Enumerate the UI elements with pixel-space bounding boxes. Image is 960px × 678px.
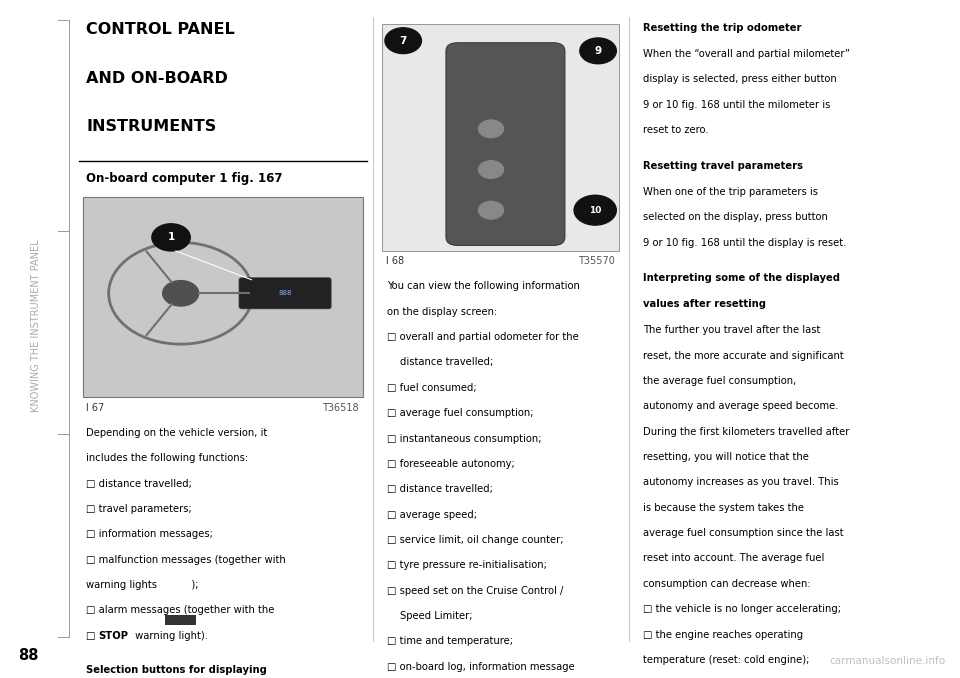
Text: carmanualsonline.info: carmanualsonline.info (829, 656, 946, 666)
Circle shape (478, 201, 504, 219)
Text: 9: 9 (594, 46, 602, 56)
Text: autonomy and average speed become.: autonomy and average speed become. (643, 401, 839, 412)
Text: □ malfunction messages (together with: □ malfunction messages (together with (86, 555, 286, 565)
FancyBboxPatch shape (239, 278, 331, 309)
Text: T36518: T36518 (323, 403, 359, 413)
Text: On-board computer 1 fig. 167: On-board computer 1 fig. 167 (86, 172, 283, 184)
Text: reset into account. The average fuel: reset into account. The average fuel (643, 553, 825, 563)
Text: temperature (reset: cold engine);: temperature (reset: cold engine); (643, 655, 809, 665)
Text: resetting, you will notice that the: resetting, you will notice that the (643, 452, 809, 462)
FancyBboxPatch shape (165, 614, 196, 624)
Text: STOP: STOP (98, 631, 128, 641)
FancyBboxPatch shape (382, 24, 619, 251)
Text: selected on the display, press button: selected on the display, press button (643, 212, 828, 222)
Circle shape (574, 195, 616, 225)
Text: warning lights           );: warning lights ); (86, 580, 199, 590)
Text: □ instantaneous consumption;: □ instantaneous consumption; (387, 433, 541, 443)
Text: □ information messages;: □ information messages; (86, 530, 213, 539)
Text: 9 or 10 fig. 168 until the display is reset.: 9 or 10 fig. 168 until the display is re… (643, 237, 847, 247)
Text: □ alarm messages (together with the: □ alarm messages (together with the (86, 605, 275, 616)
Text: is because the system takes the: is because the system takes the (643, 503, 804, 513)
Text: autonomy increases as you travel. This: autonomy increases as you travel. This (643, 477, 839, 487)
Text: display is selected, press either button: display is selected, press either button (643, 75, 837, 84)
Text: 9 or 10 fig. 168 until the milometer is: 9 or 10 fig. 168 until the milometer is (643, 100, 830, 110)
Text: INSTRUMENTS: INSTRUMENTS (86, 119, 217, 134)
Text: □ the engine reaches operating: □ the engine reaches operating (643, 630, 804, 639)
Text: You can view the following information: You can view the following information (387, 281, 580, 292)
Text: □ average fuel consumption;: □ average fuel consumption; (387, 408, 534, 418)
Text: □ speed set on the Cruise Control /: □ speed set on the Cruise Control / (387, 586, 564, 596)
FancyBboxPatch shape (446, 43, 565, 245)
Text: □ on-board log, information message: □ on-board log, information message (387, 662, 575, 672)
Text: KNOWING THE INSTRUMENT PANEL: KNOWING THE INSTRUMENT PANEL (32, 239, 41, 412)
Text: □ distance travelled;: □ distance travelled; (86, 479, 192, 489)
Text: During the first kilometers travelled after: During the first kilometers travelled af… (643, 426, 850, 437)
Text: Resetting travel parameters: Resetting travel parameters (643, 161, 804, 171)
Text: distance travelled;: distance travelled; (400, 357, 493, 367)
Text: reset, the more accurate and significant: reset, the more accurate and significant (643, 351, 844, 361)
Text: □ service limit, oil change counter;: □ service limit, oil change counter; (387, 535, 564, 545)
Circle shape (162, 281, 199, 306)
Text: values after resetting: values after resetting (643, 299, 766, 309)
Text: □ the vehicle is no longer accelerating;: □ the vehicle is no longer accelerating; (643, 604, 841, 614)
Text: 888: 888 (278, 290, 292, 296)
Circle shape (385, 28, 421, 54)
Text: consumption can decrease when:: consumption can decrease when: (643, 579, 811, 589)
Text: 1: 1 (167, 233, 175, 242)
Text: AND ON-BOARD: AND ON-BOARD (86, 71, 228, 85)
Text: □ tyre pressure re-initialisation;: □ tyre pressure re-initialisation; (387, 560, 547, 570)
Text: average fuel consumption since the last: average fuel consumption since the last (643, 528, 844, 538)
Text: 10: 10 (589, 205, 601, 215)
Text: Speed Limiter;: Speed Limiter; (400, 611, 473, 621)
Text: □ average speed;: □ average speed; (387, 510, 477, 519)
Text: □: □ (86, 631, 99, 641)
Text: l 68: l 68 (386, 256, 404, 266)
Text: □ overall and partial odometer for the: □ overall and partial odometer for the (387, 332, 579, 342)
Text: l 67: l 67 (86, 403, 105, 413)
Text: warning light).: warning light). (132, 631, 207, 641)
Text: 88: 88 (18, 648, 39, 663)
Circle shape (478, 120, 504, 138)
Text: The further you travel after the last: The further you travel after the last (643, 325, 821, 335)
Text: □ foreseeable autonomy;: □ foreseeable autonomy; (387, 459, 515, 469)
Text: Depending on the vehicle version, it: Depending on the vehicle version, it (86, 428, 268, 438)
Text: □ fuel consumed;: □ fuel consumed; (387, 383, 476, 393)
Text: When the “overall and partial milometer”: When the “overall and partial milometer” (643, 49, 851, 59)
Text: on the display screen:: on the display screen: (387, 306, 497, 317)
Circle shape (580, 38, 616, 64)
Text: □ travel parameters;: □ travel parameters; (86, 504, 192, 514)
Text: CONTROL PANEL: CONTROL PANEL (86, 22, 235, 37)
Text: Resetting the trip odometer: Resetting the trip odometer (643, 23, 802, 33)
Text: includes the following functions:: includes the following functions: (86, 453, 249, 463)
Circle shape (478, 161, 504, 178)
Text: When one of the trip parameters is: When one of the trip parameters is (643, 187, 818, 197)
Circle shape (152, 224, 190, 251)
Text: Interpreting some of the displayed: Interpreting some of the displayed (643, 273, 840, 283)
Text: □ distance travelled;: □ distance travelled; (387, 484, 492, 494)
Text: □ time and temperature;: □ time and temperature; (387, 637, 513, 646)
Text: Selection buttons for displaying: Selection buttons for displaying (86, 665, 267, 675)
FancyBboxPatch shape (83, 197, 363, 397)
Text: T35570: T35570 (579, 256, 615, 266)
Text: the average fuel consumption,: the average fuel consumption, (643, 376, 797, 386)
Text: reset to zero.: reset to zero. (643, 125, 708, 135)
Text: 7: 7 (399, 36, 407, 45)
